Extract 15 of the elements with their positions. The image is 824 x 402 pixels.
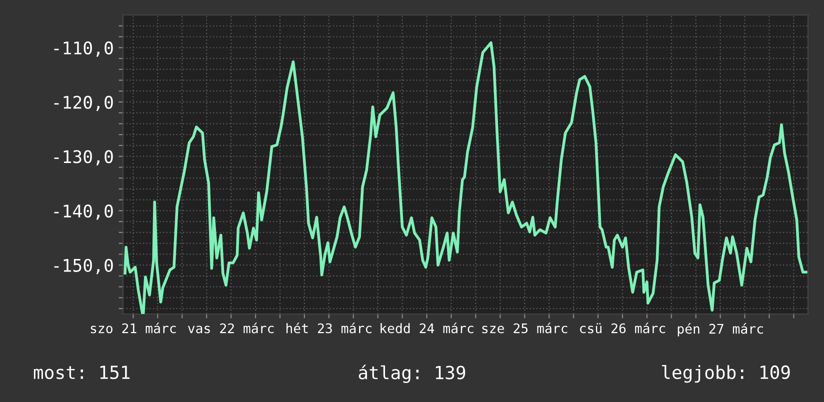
x-tick-label: vas 22 márc	[188, 322, 274, 334]
y-tick-label: -140,0	[54, 204, 113, 220]
x-tick-label: pén 27 márc	[678, 323, 763, 336]
y-tick-label: -110,0	[54, 41, 113, 57]
x-tick-label: kedd 24 márc	[380, 322, 474, 334]
text: legjobb: 109	[662, 365, 790, 383]
text: átlag: 139	[358, 364, 466, 384]
x-tick-label: sze 25 márc	[482, 322, 568, 334]
text: most: 151	[34, 366, 130, 380]
x-tick-label: hét 23 márc	[286, 322, 372, 334]
x-tick-label: szo 21 márc	[90, 322, 176, 334]
y-tick-label: -130,0	[54, 150, 113, 166]
y-tick-label: -150,0	[54, 258, 113, 274]
y-tick-label: -120,0	[54, 96, 113, 112]
x-tick-label: csü 26 márc	[580, 322, 666, 334]
